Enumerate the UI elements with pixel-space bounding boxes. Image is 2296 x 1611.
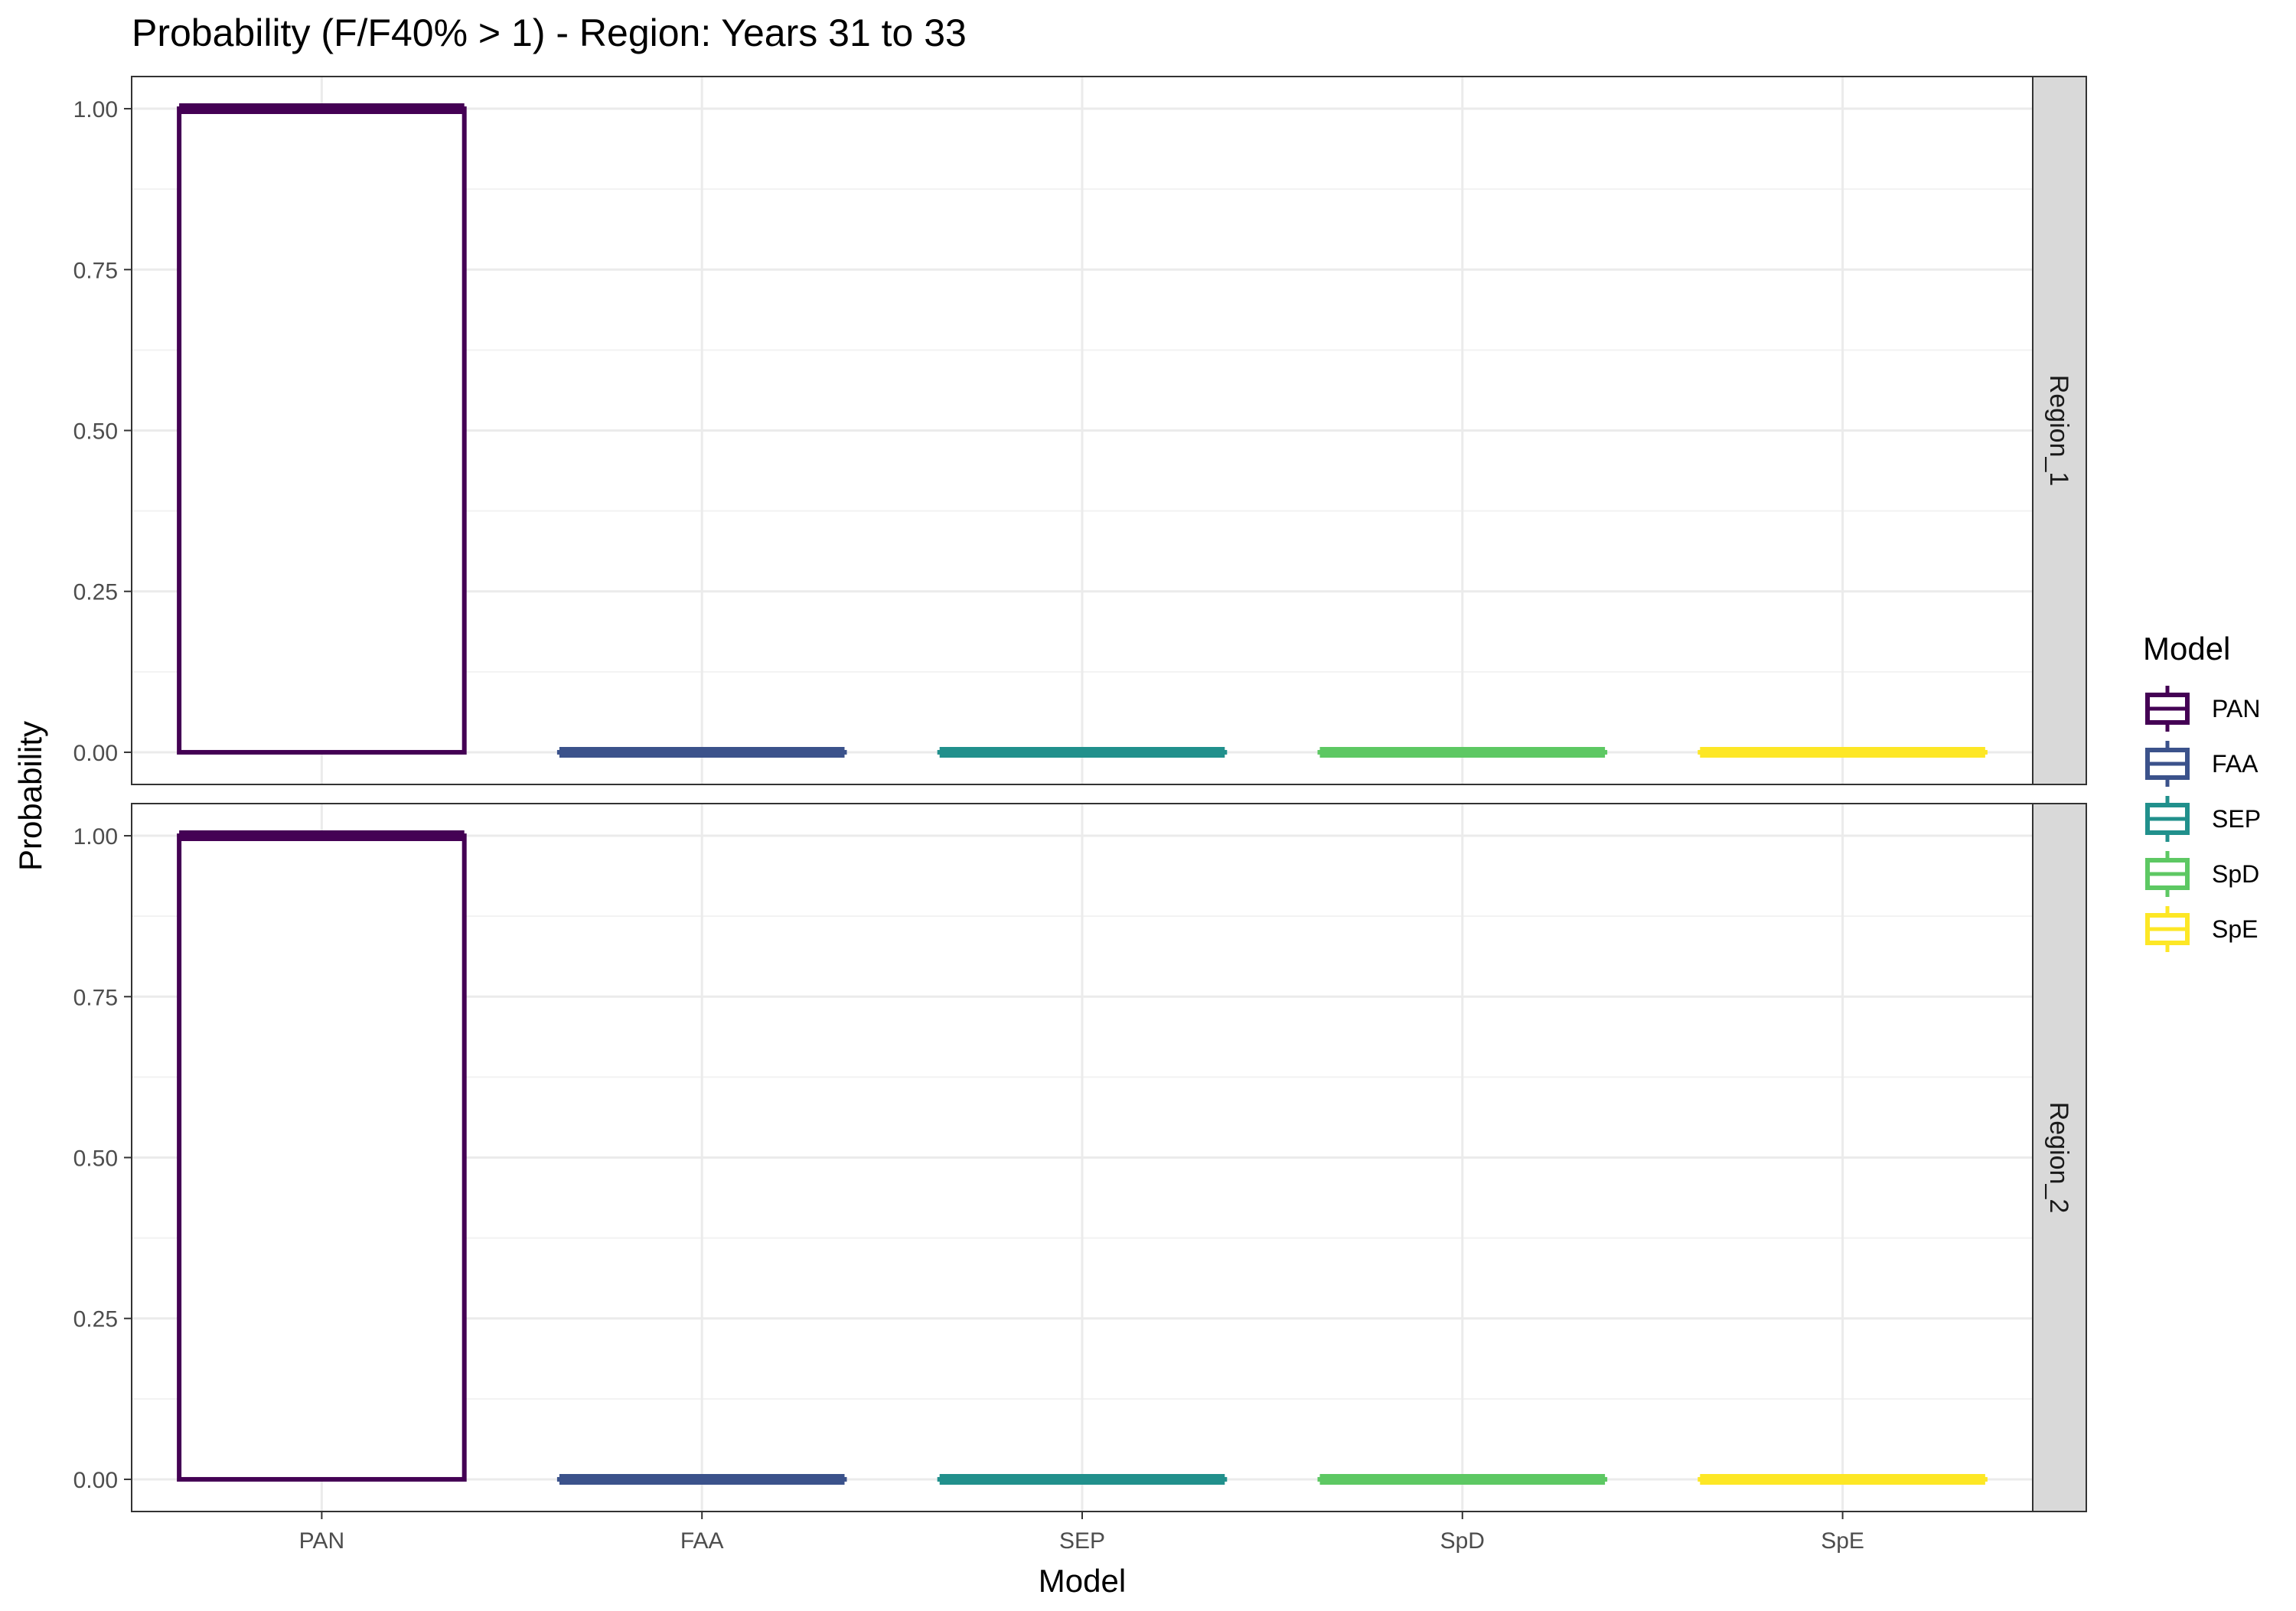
legend-title: Model [2143,631,2230,667]
box-pan [179,836,465,1479]
y-tick-label: 0.00 [73,1468,118,1493]
panel-region_1: 0.00 0.25 0.50 0.75 1.00 Region_1 [73,77,2086,784]
legend-label: SEP [2212,805,2261,833]
legend-item-spd: SpD [2148,851,2259,897]
panels: 0.00 0.25 0.50 0.75 1.00 Region_1 0.00 0.25 0.50… [73,77,2086,1554]
legend-item-pan: PAN [2148,686,2260,732]
x-axis: PAN FAA SEP SpD SpE [299,1512,1864,1554]
y-tick-label: 0.50 [73,419,118,445]
facet-strip-label: Region_1 [2044,375,2073,487]
y-tick-label: 0.25 [73,1307,118,1332]
legend-label: PAN [2212,695,2260,722]
y-tick-label: 0.00 [73,741,118,766]
x-tick-label: SpE [1821,1528,1864,1554]
legend-label: SpD [2212,860,2259,888]
x-tick-label: SEP [1059,1528,1105,1554]
y-tick-label: 1.00 [73,824,118,850]
y-tick-label: 0.75 [73,985,118,1010]
y-tick-label: 1.00 [73,97,118,122]
legend-label: FAA [2212,750,2258,778]
x-tick-label: PAN [299,1528,344,1554]
legend-label: SpE [2212,915,2258,943]
y-axis-label: Probability [12,721,48,871]
box-pan [179,109,465,752]
box-body [179,109,465,752]
x-tick-label: SpD [1440,1528,1485,1554]
x-axis-label: Model [1039,1563,1126,1599]
y-tick-label: 0.25 [73,580,118,605]
legend-item-spe: SpE [2148,906,2258,952]
y-tick-label: 0.50 [73,1146,118,1172]
legend-item-faa: FAA [2148,741,2258,787]
legend-item-sep: SEP [2148,796,2261,842]
x-tick-label: FAA [680,1528,724,1554]
chart-title: Probability (F/F40% > 1) - Region: Years… [132,11,967,54]
panel-region_2: 0.00 0.25 0.50 0.75 1.00 Region_2 [73,804,2086,1512]
legend: PAN FAA SEP SpD SpE [2148,686,2261,952]
box-body [179,836,465,1479]
facet-strip-label: Region_2 [2044,1102,2073,1214]
y-tick-label: 0.75 [73,258,118,283]
